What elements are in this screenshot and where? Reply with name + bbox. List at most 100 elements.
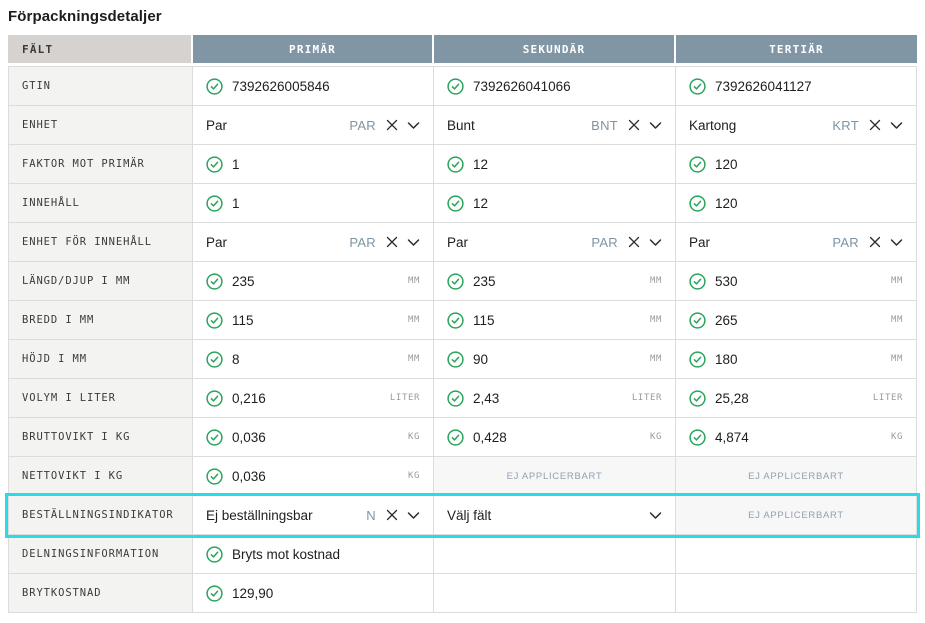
validated-check-icon	[447, 77, 464, 95]
unit-select[interactable]: Par PAR	[434, 223, 676, 262]
clear-icon[interactable]	[869, 236, 881, 248]
value-cell: 530 MM	[676, 262, 917, 301]
column-header-primary: PRIMÄR	[193, 35, 434, 63]
field-label: BESTÄLLNINGSINDIKATOR	[8, 496, 193, 535]
value-cell: 4,874 KG	[676, 418, 917, 457]
clear-icon[interactable]	[628, 119, 640, 131]
empty-cell	[676, 535, 917, 574]
chevron-down-icon[interactable]	[890, 121, 903, 130]
unit-select[interactable]: Bunt BNT	[434, 106, 676, 145]
chevron-down-icon[interactable]	[407, 238, 420, 247]
cell-value: 1	[232, 156, 240, 172]
chevron-down-icon[interactable]	[649, 121, 662, 130]
cell-value: 265	[715, 312, 738, 328]
validated-check-icon	[689, 194, 706, 212]
unit-code: KRT	[832, 117, 859, 133]
field-label: BREDD I MM	[8, 301, 193, 340]
page-title: Förpackningsdetaljer	[8, 8, 162, 25]
field-label: GTIN	[8, 67, 193, 106]
table-row-volym: VOLYM I LITER 0,216 LITER 2,43 LITER 25,…	[8, 379, 917, 418]
cell-value: 4,874	[715, 429, 749, 445]
field-label: VOLYM I LITER	[8, 379, 193, 418]
unit-select[interactable]: Par PAR	[193, 223, 434, 262]
select-value: Par	[447, 234, 469, 250]
value-cell: 90 MM	[434, 340, 676, 379]
unit-label: MM	[649, 276, 662, 286]
value-cell: 2,43 LITER	[434, 379, 676, 418]
cell-value: 530	[715, 273, 738, 289]
validated-check-icon	[689, 311, 706, 329]
validated-check-icon	[447, 194, 464, 212]
validated-check-icon	[206, 350, 223, 368]
cell-value: 25,28	[715, 390, 749, 406]
validated-check-icon	[206, 389, 223, 407]
validated-check-icon	[447, 350, 464, 368]
order-indicator-select[interactable]: Ej beställningsbar N	[193, 496, 434, 535]
value-cell: 8 MM	[193, 340, 434, 379]
unit-code: PAR	[349, 117, 376, 133]
validated-check-icon	[689, 428, 706, 446]
table-row-gtin: GTIN 7392626005846 7392626041066 7392626…	[8, 67, 917, 106]
cell-value: Bryts mot kostnad	[232, 546, 341, 562]
gtin-secondary-cell: 7392626041066	[434, 67, 676, 106]
select-value: Bunt	[447, 117, 475, 133]
table-row-brytkostnad: BRYTKOSTNAD 129,90	[8, 574, 917, 613]
table-row-enhet-innehall: ENHET FÖR INNEHÅLL Par PAR Par PAR Par P…	[8, 223, 917, 262]
field-label: BRYTKOSTNAD	[8, 574, 193, 613]
empty-cell	[434, 535, 676, 574]
chevron-down-icon[interactable]	[649, 511, 662, 520]
column-header-tertiary: TERTIÄR	[676, 35, 917, 63]
chevron-down-icon[interactable]	[649, 238, 662, 247]
empty-cell	[434, 574, 676, 613]
value-cell: 0,036 KG	[193, 418, 434, 457]
validated-check-icon	[447, 428, 464, 446]
clear-icon[interactable]	[628, 236, 640, 248]
cell-value: 0,036	[232, 429, 266, 445]
order-indicator-select-empty[interactable]: Välj fält	[434, 496, 676, 535]
cell-value: 235	[473, 273, 496, 289]
cell-value: 12	[473, 195, 489, 211]
chevron-down-icon[interactable]	[890, 238, 903, 247]
field-label: ENHET	[8, 106, 193, 145]
unit-label: KG	[649, 432, 662, 442]
validated-check-icon	[206, 545, 223, 563]
cell-value: 129,90	[232, 585, 274, 601]
cell-value: 0,216	[232, 390, 266, 406]
chevron-down-icon[interactable]	[407, 121, 420, 130]
table-row-faktor: FAKTOR MOT PRIMÄR 1 12 120	[8, 145, 917, 184]
value-cell: 180 MM	[676, 340, 917, 379]
cell-value: 235	[232, 273, 255, 289]
empty-cell	[676, 574, 917, 613]
unit-select[interactable]: Par PAR	[676, 223, 917, 262]
validated-check-icon	[447, 155, 464, 173]
clear-icon[interactable]	[386, 236, 398, 248]
validated-check-icon	[206, 194, 223, 212]
value-cell: 115 MM	[434, 301, 676, 340]
cell-value: 1	[232, 195, 240, 211]
validated-check-icon	[689, 389, 706, 407]
unit-code: BNT	[591, 117, 618, 133]
validated-check-icon	[447, 389, 464, 407]
value-cell: 0,216 LITER	[193, 379, 434, 418]
clear-icon[interactable]	[869, 119, 881, 131]
cell-value: 7392626005846	[232, 78, 330, 94]
table-header-row: FÄLT PRIMÄR SEKUNDÄR TERTIÄR	[8, 35, 917, 63]
unit-select[interactable]: Par PAR	[193, 106, 434, 145]
table-row-innehall: INNEHÅLL 1 12 120	[8, 184, 917, 223]
value-cell: 265 MM	[676, 301, 917, 340]
value-cell: Bryts mot kostnad	[193, 535, 434, 574]
unit-label: MM	[890, 276, 903, 286]
chevron-down-icon[interactable]	[407, 511, 420, 520]
value-cell: 0,036 KG	[193, 457, 434, 496]
table-row-nettovikt: NETTOVIKT I KG 0,036 KG EJ APPLICERBART …	[8, 457, 917, 496]
unit-label: KG	[407, 471, 420, 481]
select-value: Par	[206, 234, 228, 250]
packaging-details-table: FÄLT PRIMÄR SEKUNDÄR TERTIÄR GTIN 739262…	[8, 35, 917, 613]
not-applicable-cell: EJ APPLICERBART	[434, 457, 676, 496]
clear-icon[interactable]	[386, 509, 398, 521]
field-label: HÖJD I MM	[8, 340, 193, 379]
not-applicable-label: EJ APPLICERBART	[748, 470, 844, 482]
unit-select[interactable]: Kartong KRT	[676, 106, 917, 145]
select-value: Par	[206, 117, 228, 133]
clear-icon[interactable]	[386, 119, 398, 131]
